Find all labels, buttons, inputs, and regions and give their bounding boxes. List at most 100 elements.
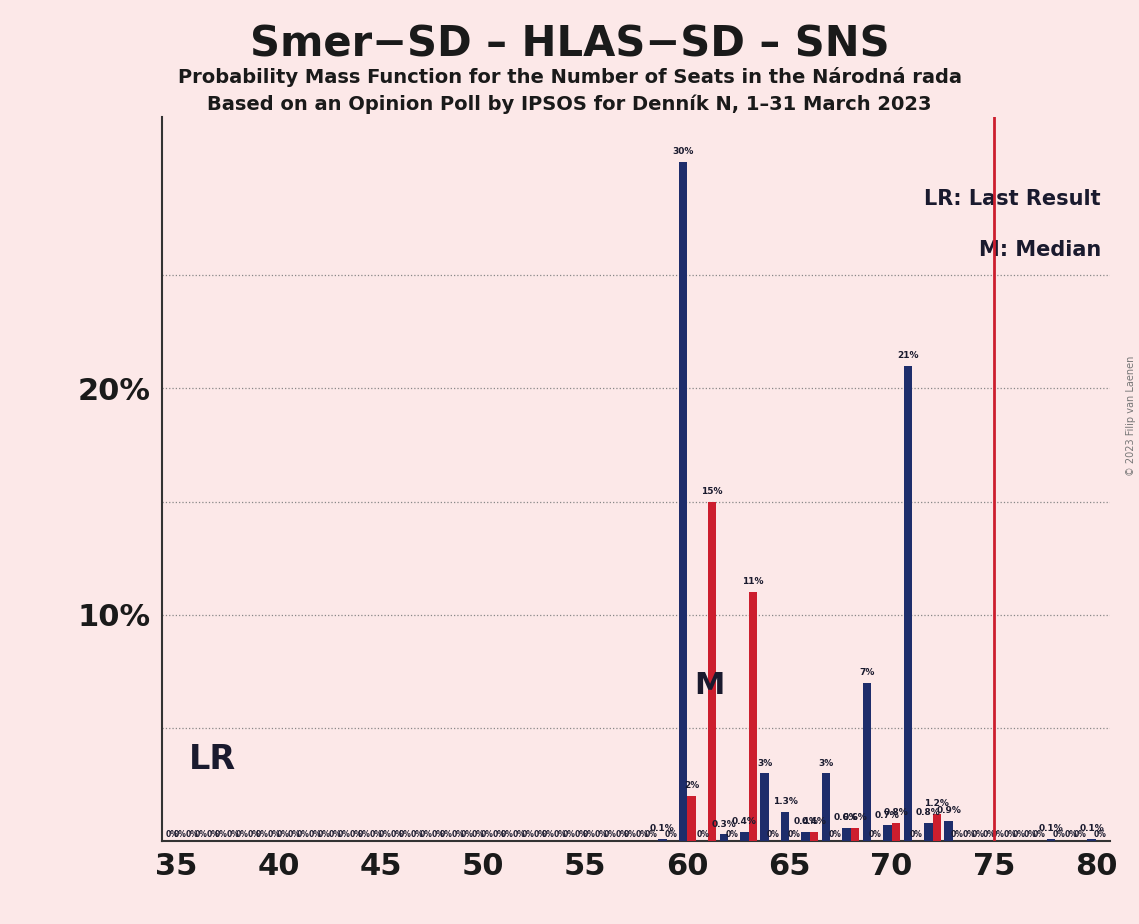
- Bar: [1088, 839, 1096, 841]
- Text: 11%: 11%: [743, 578, 763, 587]
- Text: LR: LR: [188, 743, 236, 776]
- Text: 0%: 0%: [440, 830, 452, 839]
- Text: 0.4%: 0.4%: [802, 818, 827, 826]
- Text: 0%: 0%: [962, 830, 976, 839]
- Text: 3%: 3%: [819, 759, 834, 768]
- Bar: [903, 366, 912, 841]
- Bar: [924, 823, 933, 841]
- Text: 0%: 0%: [595, 830, 607, 839]
- Bar: [944, 821, 953, 841]
- Text: 0%: 0%: [432, 830, 444, 839]
- Text: 0%: 0%: [615, 830, 628, 839]
- Bar: [720, 834, 728, 841]
- Bar: [933, 814, 941, 841]
- Text: 0%: 0%: [583, 830, 596, 839]
- Text: 0%: 0%: [697, 830, 710, 839]
- Text: 0.6%: 0.6%: [843, 813, 868, 822]
- Text: 0%: 0%: [665, 830, 678, 839]
- Bar: [740, 833, 748, 841]
- Text: 0.8%: 0.8%: [916, 808, 941, 818]
- Text: 0%: 0%: [624, 830, 637, 839]
- Text: Probability Mass Function for the Number of Seats in the Národná rada: Probability Mass Function for the Number…: [178, 67, 961, 87]
- Text: 0%: 0%: [296, 830, 310, 839]
- Text: 0%: 0%: [460, 830, 473, 839]
- Text: 0%: 0%: [501, 830, 514, 839]
- Text: 0%: 0%: [317, 830, 330, 839]
- Text: 0.1%: 0.1%: [1080, 824, 1104, 833]
- Text: 0%: 0%: [247, 830, 260, 839]
- Text: 0%: 0%: [574, 830, 588, 839]
- Text: 0%: 0%: [828, 830, 841, 839]
- Text: 0%: 0%: [358, 830, 371, 839]
- Bar: [658, 839, 666, 841]
- Text: 0%: 0%: [1003, 830, 1016, 839]
- Text: 21%: 21%: [898, 351, 918, 360]
- Text: 0%: 0%: [1073, 830, 1087, 839]
- Text: 0.9%: 0.9%: [936, 806, 961, 815]
- Text: 0%: 0%: [481, 830, 493, 839]
- Text: 0.3%: 0.3%: [712, 820, 736, 829]
- Text: 0%: 0%: [165, 830, 179, 839]
- Bar: [892, 823, 900, 841]
- Bar: [851, 828, 859, 841]
- Bar: [761, 773, 769, 841]
- Bar: [748, 592, 757, 841]
- Text: 0%: 0%: [869, 830, 882, 839]
- Text: 0%: 0%: [1065, 830, 1077, 839]
- Bar: [1047, 839, 1055, 841]
- Bar: [679, 162, 687, 841]
- Text: 0.4%: 0.4%: [732, 818, 756, 826]
- Text: 0%: 0%: [645, 830, 657, 839]
- Bar: [842, 828, 851, 841]
- Bar: [802, 833, 810, 841]
- Text: 0%: 0%: [972, 830, 984, 839]
- Text: 0.6%: 0.6%: [834, 813, 859, 822]
- Bar: [883, 825, 892, 841]
- Text: 7%: 7%: [859, 668, 875, 677]
- Bar: [862, 683, 871, 841]
- Text: LR: Last Result: LR: Last Result: [924, 189, 1101, 209]
- Bar: [687, 796, 696, 841]
- Text: 0%: 0%: [472, 830, 485, 839]
- Text: 0.1%: 0.1%: [650, 824, 675, 833]
- Bar: [821, 773, 830, 841]
- Text: 0%: 0%: [1013, 830, 1025, 839]
- Text: Smer−SD – HLAS−SD – SNS: Smer−SD – HLAS−SD – SNS: [249, 23, 890, 65]
- Text: 0%: 0%: [391, 830, 403, 839]
- Text: 0%: 0%: [186, 830, 199, 839]
- Text: 0%: 0%: [787, 830, 801, 839]
- Text: 0%: 0%: [726, 830, 739, 839]
- Text: 0%: 0%: [1033, 830, 1046, 839]
- Text: 0%: 0%: [1024, 830, 1036, 839]
- Bar: [781, 812, 789, 841]
- Text: 0.4%: 0.4%: [793, 818, 818, 826]
- Text: 0%: 0%: [492, 830, 506, 839]
- Text: 0.1%: 0.1%: [1039, 824, 1064, 833]
- Text: 0.7%: 0.7%: [875, 810, 900, 820]
- Text: 0%: 0%: [604, 830, 616, 839]
- Text: M: M: [695, 671, 724, 700]
- Text: 0%: 0%: [195, 830, 207, 839]
- Text: 0%: 0%: [411, 830, 424, 839]
- Text: 0%: 0%: [554, 830, 567, 839]
- Text: 0%: 0%: [329, 830, 342, 839]
- Text: M: Median: M: Median: [978, 240, 1101, 260]
- Text: 0%: 0%: [542, 830, 555, 839]
- Text: 0%: 0%: [288, 830, 301, 839]
- Text: 0%: 0%: [951, 830, 964, 839]
- Text: 0%: 0%: [215, 830, 228, 839]
- Text: 0%: 0%: [337, 830, 351, 839]
- Text: 0%: 0%: [452, 830, 465, 839]
- Text: 30%: 30%: [672, 147, 694, 156]
- Text: 1.2%: 1.2%: [925, 799, 949, 808]
- Text: © 2023 Filip van Laenen: © 2023 Filip van Laenen: [1126, 356, 1136, 476]
- Text: 0%: 0%: [256, 830, 269, 839]
- Text: 3%: 3%: [757, 759, 772, 768]
- Text: 0%: 0%: [277, 830, 289, 839]
- Text: 0%: 0%: [174, 830, 187, 839]
- Text: 0%: 0%: [370, 830, 383, 839]
- Text: 0%: 0%: [268, 830, 280, 839]
- Text: 0%: 0%: [309, 830, 321, 839]
- Bar: [707, 502, 716, 841]
- Text: 0%: 0%: [983, 830, 995, 839]
